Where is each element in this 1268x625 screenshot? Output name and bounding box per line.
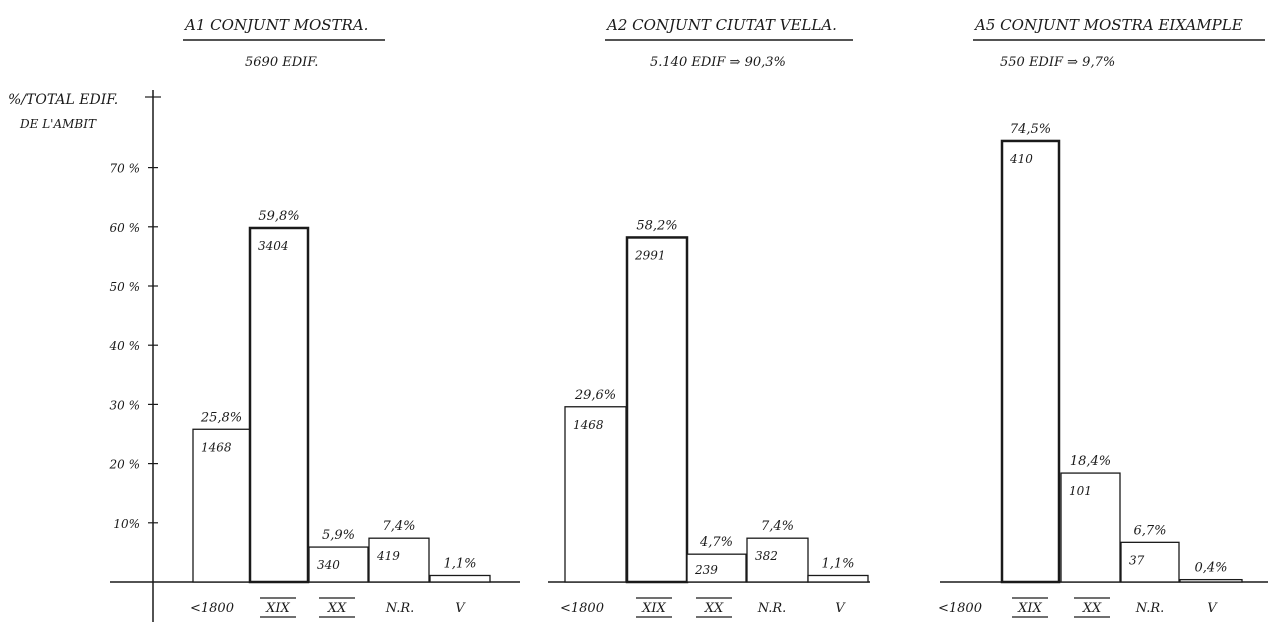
category-label: <1800	[938, 601, 982, 616]
bar-percent-label: 74,5%	[1010, 122, 1051, 137]
category-label: XX	[704, 601, 724, 616]
bar	[686, 553, 747, 583]
y-tick-label: 10%	[113, 517, 140, 531]
bar-count-label: 37	[1129, 553, 1145, 567]
bar	[429, 574, 491, 583]
panel-subtitle: 5.140 EDIF ⇒ 90,3%	[650, 55, 786, 70]
y-axis-label-line1: %/TOTAL EDIF.	[8, 92, 118, 108]
bar-percent-label: 1,1%	[443, 556, 476, 571]
bar	[807, 574, 869, 583]
y-tick-label: 20 %	[109, 458, 141, 472]
bar-count-label: 101	[1069, 484, 1092, 498]
category-label: N.R.	[1135, 601, 1165, 616]
category-label: <1800	[190, 601, 234, 616]
bar-percent-label: 1,1%	[821, 556, 854, 571]
bar	[368, 537, 430, 583]
category-label: V	[1207, 601, 1218, 616]
bar	[564, 406, 627, 583]
bar-count-label: 2991	[634, 248, 666, 262]
bar-percent-label: 58,2%	[636, 218, 677, 233]
bar-percent-label: 6,7%	[1133, 523, 1166, 538]
bar-count-label: 1468	[573, 418, 604, 432]
bar-percent-label: 18,4%	[1070, 454, 1111, 469]
bar-count-label: 410	[1009, 152, 1033, 166]
y-tick-label: 40 %	[109, 339, 141, 353]
y-tick-label: 60 %	[110, 221, 141, 235]
chart-panel-2: A2 CONJUNT CIUTAT VELLA. 5.140 EDIF ⇒ 90,…	[548, 16, 870, 618]
category-label: V	[835, 601, 846, 616]
bar-count-label: 382	[755, 549, 778, 563]
bar	[1179, 578, 1243, 583]
bar-percent-label: 59,8%	[258, 209, 299, 224]
y-tick-label: 70 %	[110, 162, 141, 176]
chart-panel-1: A1 CONJUNT MOSTRA. 5690 EDIF. 25,8% 1468 <18…	[110, 16, 520, 618]
y-tick-label: 50 %	[110, 280, 141, 294]
category-label: XIX	[641, 601, 666, 616]
category-label: N.R.	[385, 601, 415, 616]
y-tick-label: 30 %	[110, 398, 141, 412]
chart-panel-3: A5 CONJUNT MOSTRA EIXAMPLE 550 EDIF ⇒ 9,7…	[938, 16, 1268, 618]
bar-count-label: 340	[317, 558, 340, 572]
category-label: XIX	[1017, 601, 1042, 616]
y-axis-group: %/TOTAL EDIF. DE L'AMBIT 70 % 60 % 50 % 40 % 3…	[8, 90, 161, 622]
bar-count-label: 239	[694, 563, 718, 577]
panel-subtitle: 5690 EDIF.	[245, 55, 318, 70]
bar	[1120, 541, 1180, 583]
category-label: N.R.	[757, 601, 787, 616]
bar-count-label: 419	[376, 549, 400, 563]
category-label: <1800	[560, 601, 604, 616]
bar-percent-label: 7,4%	[382, 519, 415, 534]
chart-panels: A1 CONJUNT MOSTRA. 5690 EDIF. 25,8% 1468 <18…	[110, 16, 1268, 618]
category-label: XX	[1082, 601, 1102, 616]
bar-count-label: 1468	[201, 440, 232, 454]
category-label: V	[455, 601, 466, 616]
bar-percent-label: 5,9%	[322, 528, 355, 543]
panel-subtitle: 550 EDIF ⇒ 9,7%	[1000, 55, 1115, 70]
panel-title: A5 CONJUNT MOSTRA EIXAMPLE	[973, 16, 1243, 34]
bar	[746, 537, 809, 583]
panel-title: A2 CONJUNT CIUTAT VELLA.	[605, 16, 837, 34]
bar-percent-label: 25,8%	[200, 410, 242, 425]
bar	[625, 236, 689, 584]
bar-percent-label: 4,7%	[699, 535, 733, 550]
bar	[308, 546, 369, 583]
category-label: XX	[327, 601, 347, 616]
y-axis-label-line2: DE L'AMBIT	[19, 117, 97, 131]
bar-percent-label: 7,4%	[761, 519, 794, 534]
category-label: XIX	[265, 601, 290, 616]
panel-title: A1 CONJUNT MOSTRA.	[183, 16, 368, 34]
bar	[192, 428, 251, 583]
bar	[1000, 139, 1061, 584]
bar-percent-label: 0,4%	[1194, 561, 1227, 576]
bar-percent-label: 29,6%	[574, 388, 616, 403]
bar	[248, 226, 310, 584]
bar	[1060, 472, 1121, 583]
bar-count-label: 3404	[258, 239, 289, 253]
